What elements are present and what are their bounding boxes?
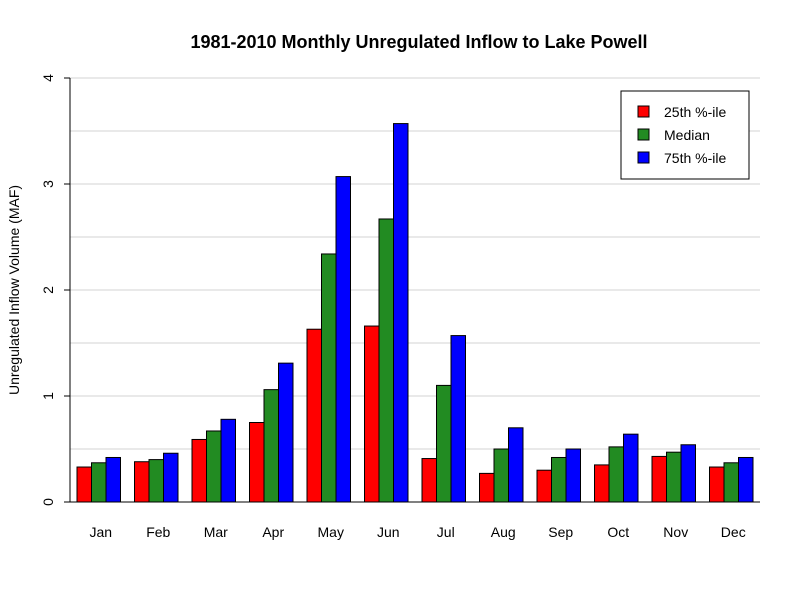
legend-label: Median [664, 127, 710, 143]
bar-apr-p75 [278, 362, 294, 503]
bar-jun-p25 [364, 325, 380, 503]
x-tick-label: Oct [607, 524, 629, 540]
y-tick-label: 0 [40, 498, 56, 506]
legend-label: 75th %-ile [664, 150, 726, 166]
x-tick-label: Jan [89, 524, 112, 540]
x-tick-label: Sep [548, 524, 573, 540]
bar-oct-p25 [594, 464, 610, 503]
bar-sep-p75 [565, 448, 581, 503]
bar-sep-median [551, 456, 567, 503]
y-tick-label: 2 [40, 286, 56, 294]
x-tick-label: Aug [491, 524, 516, 540]
bar-mar-p75 [220, 418, 236, 503]
bar-feb-p25 [134, 461, 150, 503]
bar-jan-p75 [105, 456, 121, 503]
legend-swatch [637, 128, 650, 141]
x-tick-label: Feb [146, 524, 170, 540]
bar-may-p75 [335, 176, 351, 503]
legend-swatch [637, 151, 650, 164]
axes: Jan Feb Mar Apr May Jun Jul Aug Sep Oct Nov Dec 0 1 2 3… [40, 74, 760, 540]
bar-nov-p75 [680, 444, 696, 503]
bar-aug-p25 [479, 472, 495, 503]
bar-jan-median [91, 462, 107, 503]
x-tick-label: Dec [721, 524, 746, 540]
y-axis-title: Unregulated Inflow Volume (MAF) [6, 185, 22, 395]
bar-nov-median [666, 451, 682, 503]
bar-apr-median [263, 389, 279, 503]
x-tick-label: Jun [377, 524, 400, 540]
bar-feb-p75 [163, 452, 179, 503]
bar-jul-median [436, 384, 452, 503]
bar-apr-p25 [249, 422, 265, 503]
legend-label: 25th %-ile [664, 104, 726, 120]
legend: 25th %-ile Median 75th %-ile [620, 90, 750, 180]
chart-title: 1981-2010 Monthly Unregulated Inflow to … [190, 32, 647, 52]
bar-jun-p75 [393, 123, 409, 503]
bar-feb-median [148, 459, 164, 503]
x-tick-label: Jul [437, 524, 455, 540]
bar-dec-p25 [709, 466, 725, 503]
bar-oct-p75 [623, 433, 639, 503]
bar-sep-p25 [536, 469, 552, 503]
legend-swatch [637, 105, 650, 118]
bar-aug-p75 [508, 427, 524, 503]
bar-mar-median [206, 430, 222, 503]
bar-jan-p25 [76, 466, 92, 503]
bar-mar-p25 [191, 438, 207, 503]
bar-may-p25 [306, 328, 322, 503]
bar-jul-p75 [450, 335, 466, 503]
bar-nov-p25 [651, 455, 667, 503]
y-tick-label: 4 [40, 74, 56, 82]
bar-oct-median [608, 446, 624, 503]
bar-aug-median [493, 448, 509, 503]
bar-dec-median [723, 462, 739, 503]
bar-may-median [321, 253, 337, 503]
x-tick-label: May [318, 524, 344, 540]
x-tick-label: Mar [204, 524, 228, 540]
y-tick-label: 1 [40, 392, 56, 400]
bar-jul-p25 [421, 458, 437, 503]
x-tick-label: Apr [262, 524, 284, 540]
bar-jun-median [378, 218, 394, 503]
y-tick-label: 3 [40, 180, 56, 188]
x-tick-label: Nov [663, 524, 688, 540]
bar-dec-p75 [738, 456, 754, 503]
